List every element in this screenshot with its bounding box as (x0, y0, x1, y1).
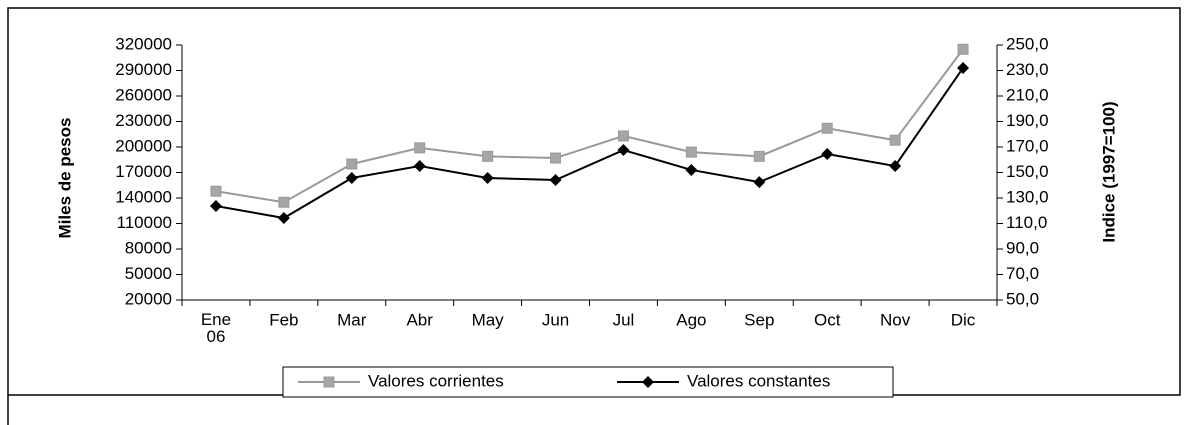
chart-frame (7, 7, 1181, 396)
legend-box (282, 366, 894, 398)
data-point (210, 185, 222, 197)
data-point (550, 152, 562, 164)
data-point (209, 200, 222, 213)
series-line (215, 48, 964, 204)
y-tick-label: 320000 (115, 34, 172, 53)
data-point (617, 130, 629, 142)
data-point (685, 146, 697, 158)
data-point (957, 61, 970, 74)
y-tick-label: 170000 (115, 162, 172, 181)
data-point (821, 148, 834, 161)
x-tick-label: Mar (337, 310, 367, 329)
legend-label: Valores corrientes (368, 371, 504, 390)
data-point (617, 144, 630, 157)
x-tick-label: Oct (814, 310, 841, 329)
y-axis-title: Miles de pesos (55, 118, 74, 239)
data-point (414, 142, 426, 154)
data-point (481, 171, 494, 184)
y-tick-label: 80000 (125, 238, 172, 257)
y-tick-label: 260000 (115, 85, 172, 104)
y-tick-label: 230000 (115, 111, 172, 130)
y2-tick-label: 130,0 (1006, 187, 1049, 206)
data-point (482, 150, 494, 162)
y2-tick-label: 170,0 (1006, 136, 1049, 155)
data-point (889, 159, 902, 172)
series-line (215, 67, 964, 220)
x-tick-label: Feb (269, 310, 298, 329)
data-point (277, 212, 290, 225)
y2-tick-label: 70,0 (1006, 264, 1039, 283)
y2-axis-title: Indice (1997=100) (1099, 101, 1118, 242)
y-tick-label: 140000 (115, 187, 172, 206)
data-point (278, 196, 290, 208)
x-tick-label: Ene 06 (201, 310, 231, 346)
x-tick-label: Dic (951, 310, 976, 329)
x-tick-label: Sep (744, 310, 774, 329)
legend-marker (323, 376, 335, 388)
x-tick-label: Ago (676, 310, 706, 329)
y2-tick-label: 230,0 (1006, 60, 1049, 79)
data-point (889, 134, 901, 146)
x-tick-label: Jun (542, 310, 569, 329)
y-tick-label: 20000 (125, 289, 172, 308)
legend-label: Valores constantes (687, 371, 830, 390)
y-tick-label: 200000 (115, 136, 172, 155)
data-point (346, 158, 358, 170)
y2-tick-label: 90,0 (1006, 238, 1039, 257)
x-tick-label: Jul (613, 310, 635, 329)
data-point (821, 122, 833, 134)
y2-tick-label: 190,0 (1006, 111, 1049, 130)
y2-tick-label: 50,0 (1006, 289, 1039, 308)
y-tick-label: 290000 (115, 60, 172, 79)
x-tick-label: Abr (406, 310, 433, 329)
data-point (413, 159, 426, 172)
data-point (957, 43, 969, 55)
y2-tick-label: 210,0 (1006, 85, 1049, 104)
x-tick-label: May (472, 310, 505, 329)
legend-marker (642, 376, 654, 388)
data-point (685, 163, 698, 176)
y-tick-label: 50000 (125, 264, 172, 283)
x-tick-label: Nov (880, 310, 911, 329)
y-tick-label: 110000 (117, 213, 172, 232)
y2-tick-label: 250,0 (1006, 34, 1049, 53)
data-point (753, 176, 766, 189)
data-point (549, 174, 562, 187)
y2-tick-label: 150,0 (1006, 162, 1049, 181)
y2-tick-label: 110,0 (1006, 213, 1047, 232)
data-point (753, 150, 765, 162)
data-point (345, 171, 358, 184)
